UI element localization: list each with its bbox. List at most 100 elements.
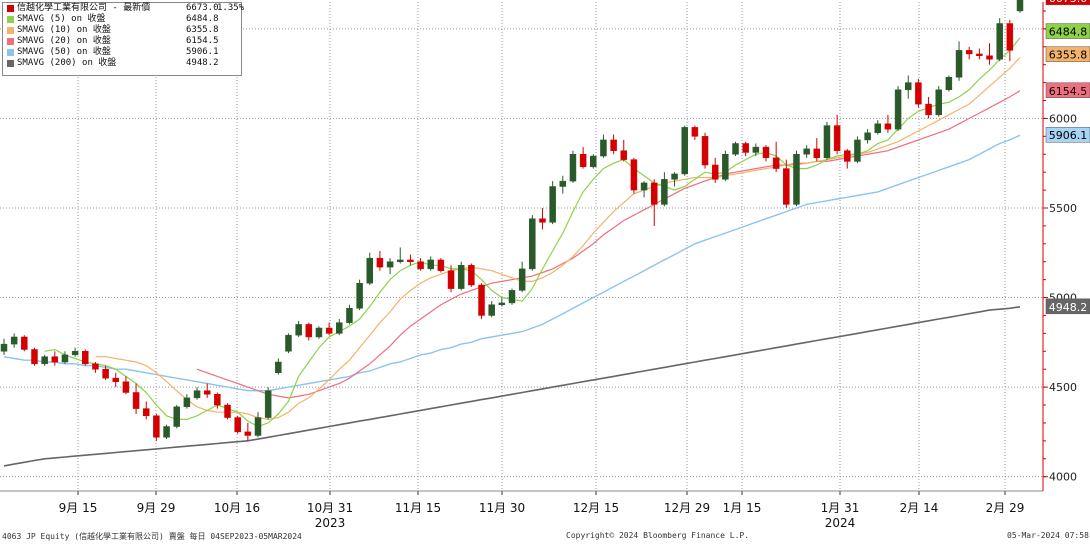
candle-body [864,132,871,141]
candle-body [996,23,1003,60]
candle-body [854,139,861,162]
candle-body [183,397,191,408]
candle-body [122,381,130,393]
candle-body [417,261,424,270]
y-tick-label: 6000 [1049,112,1077,125]
candle-body [254,417,262,436]
candle-body [437,259,445,271]
candle-body [51,356,59,363]
x-tick-label: 2月 29 [986,501,1025,515]
x-tick-label: 1月 15 [723,501,762,515]
candle-body [976,53,983,56]
candle-body [650,182,658,205]
legend-title-row: 信越化學工業有限公司 - 最新價 6673.0 1.35% [3,3,245,14]
candle-body [935,89,942,116]
legend-entry: SMAVG (50) on 收盤 5906.1 [3,47,241,58]
legend-entry: SMAVG (200) on 收盤 4948.2 [3,58,241,69]
candle-body [61,354,69,363]
legend-swatch [7,16,14,23]
candle-body [31,349,38,365]
candle-body [955,50,963,78]
candle-body [315,327,323,338]
legend-entry-value: 6355.8 [186,25,219,35]
price-tag-label: 6484.8 [1049,26,1088,39]
candle-body [214,394,221,406]
candle-body [579,154,587,168]
candle-body [488,304,495,316]
y-tick-label: 5500 [1049,202,1077,215]
legend-swatch [7,38,14,45]
candle-body [590,155,597,168]
candle-body [427,259,434,270]
price-tag-label: 6673.0 [1049,0,1088,5]
candle-body [376,257,384,268]
candle-body [295,324,302,336]
legend-title: 信越化學工業有限公司 - 最新價 [17,3,151,13]
candle-body [234,417,241,433]
x-tick-label: 1月 31 [821,501,860,515]
legend-price-swatch [7,5,14,12]
candle-body [336,322,343,334]
candle-body [10,336,18,345]
price-tag [1045,126,1090,143]
candle-body [945,76,953,91]
candle-body [275,361,282,374]
candle-body [986,55,993,60]
candle-body [468,265,475,286]
candle-body [0,343,8,352]
candle-body [732,143,739,155]
candle-body [529,218,536,270]
legend-box: 信越化學工業有限公司 - 最新價 6673.0 1.35% SMAVG (5) … [2,2,245,76]
candle-body [498,302,506,305]
candle-body [1006,23,1014,51]
candle-body [71,351,79,356]
x-year-label: 2024 [825,516,856,530]
price-tag-label: 5906.1 [1049,129,1088,142]
x-tick-label: 12月 15 [573,501,619,515]
candle-body [762,146,770,159]
candle-body [142,408,150,417]
candle-body [203,390,211,395]
y-tick-label: 4000 [1049,471,1077,484]
candle-body [41,356,48,365]
price-tag [1045,46,1090,62]
price-tag-label: 6154.5 [1049,85,1088,98]
candle-body [752,146,760,153]
candle-body [285,334,292,352]
candle-body [965,50,973,55]
legend-entry-name: SMAVG (200) on 收盤 [17,58,117,68]
candle-body [793,154,800,205]
candle-body [884,123,892,130]
legend-swatch [7,60,14,67]
candle-body [833,125,841,151]
candle-body [325,327,333,334]
legend-swatch [7,49,14,56]
candle-body [539,218,546,223]
candle-body [549,186,556,223]
candle-body [112,377,120,382]
sma20-line [196,90,1021,399]
legend-entry-value: 5906.1 [186,47,219,57]
legend-entry-value: 4948.2 [186,58,219,68]
x-year-label: 2023 [315,516,346,530]
candle-body [82,351,89,365]
legend-entry-name: SMAVG (5) on 收盤 [17,14,106,24]
legend-title-change: 1.35% [217,3,245,13]
candle-body [224,404,231,418]
candle-body [1016,0,1024,12]
price-tag [1045,298,1090,315]
candle-body [630,159,638,191]
x-tick-label: 10月 31 [307,501,353,515]
candle-body [346,308,353,323]
price-tag [1045,23,1090,39]
candle-body [661,179,668,205]
x-tick-label: 11月 15 [395,501,441,515]
footer-timestamp: 05-Mar-2024 07:58:34 [1007,531,1090,540]
candle-body [153,415,160,438]
candle-body [701,136,709,166]
price-tag [1045,0,1090,6]
candle-body [305,324,313,338]
candle-body [823,125,831,159]
legend-entry: SMAVG (10) on 收盤 6355.8 [3,25,241,36]
candle-body [173,406,180,427]
